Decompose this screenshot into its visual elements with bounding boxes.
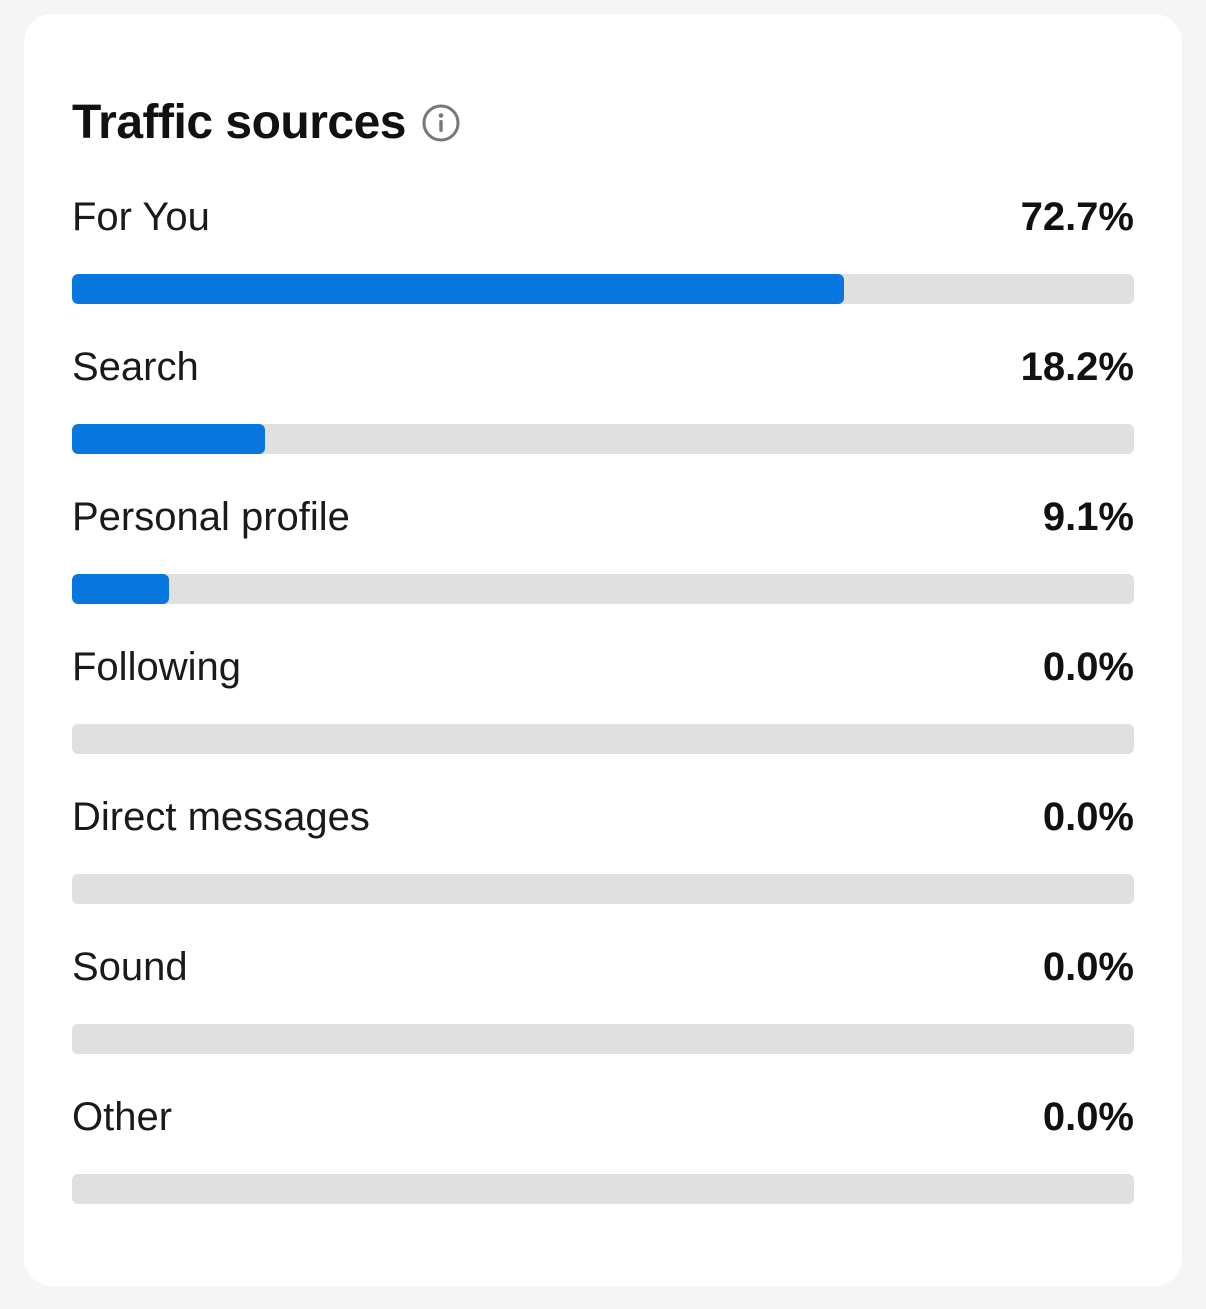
- traffic-source-label-line: Following 0.0%: [72, 640, 1134, 694]
- traffic-source-label: Direct messages: [72, 795, 370, 839]
- traffic-sources-card: Traffic sources For You 72.7% Search 18.2% P…: [24, 14, 1182, 1286]
- traffic-source-row: For You 72.7%: [72, 190, 1134, 340]
- traffic-source-label: Following: [72, 645, 241, 689]
- traffic-source-label: For You: [72, 195, 210, 239]
- traffic-source-label: Personal profile: [72, 495, 350, 539]
- card-title: Traffic sources: [72, 96, 406, 149]
- traffic-source-value: 9.1%: [1042, 495, 1134, 539]
- traffic-source-bar-track: [72, 274, 1134, 304]
- traffic-source-label-line: Direct messages 0.0%: [72, 790, 1134, 844]
- traffic-source-bar-track: [72, 424, 1134, 454]
- traffic-source-label: Other: [72, 1095, 173, 1139]
- traffic-source-value: 0.0%: [1042, 645, 1134, 689]
- traffic-source-row: Following 0.0%: [72, 640, 1134, 790]
- traffic-source-list: For You 72.7% Search 18.2% Personal profile 9…: [72, 190, 1134, 1240]
- traffic-source-label-line: Personal profile 9.1%: [72, 490, 1134, 544]
- traffic-source-bar-fill: [72, 274, 845, 304]
- card-header: Traffic sources: [72, 80, 461, 166]
- traffic-source-row: Sound 0.0%: [72, 940, 1134, 1090]
- traffic-source-bar-track: [72, 1024, 1134, 1054]
- traffic-source-label-line: Search 18.2%: [72, 340, 1134, 394]
- traffic-source-value: 18.2%: [1020, 345, 1134, 389]
- traffic-source-bar-track: [72, 874, 1134, 904]
- traffic-source-label: Search: [72, 345, 199, 389]
- traffic-source-bar-track: [72, 574, 1134, 604]
- traffic-source-row: Personal profile 9.1%: [72, 490, 1134, 640]
- traffic-source-value: 0.0%: [1042, 1095, 1134, 1139]
- traffic-source-value: 72.7%: [1020, 195, 1134, 239]
- traffic-source-bar-track: [72, 1174, 1134, 1204]
- traffic-source-value: 0.0%: [1042, 795, 1134, 839]
- traffic-source-label: Sound: [72, 945, 188, 989]
- traffic-source-value: 0.0%: [1042, 945, 1134, 989]
- traffic-source-label-line: Other 0.0%: [72, 1090, 1134, 1144]
- info-circle-icon[interactable]: [421, 103, 461, 143]
- traffic-source-bar-track: [72, 724, 1134, 754]
- traffic-source-label-line: For You 72.7%: [72, 190, 1134, 244]
- traffic-source-row: Direct messages 0.0%: [72, 790, 1134, 940]
- traffic-source-row: Other 0.0%: [72, 1090, 1134, 1240]
- traffic-source-bar-fill: [72, 424, 266, 454]
- traffic-source-row: Search 18.2%: [72, 340, 1134, 490]
- traffic-source-label-line: Sound 0.0%: [72, 940, 1134, 994]
- traffic-source-bar-fill: [72, 574, 169, 604]
